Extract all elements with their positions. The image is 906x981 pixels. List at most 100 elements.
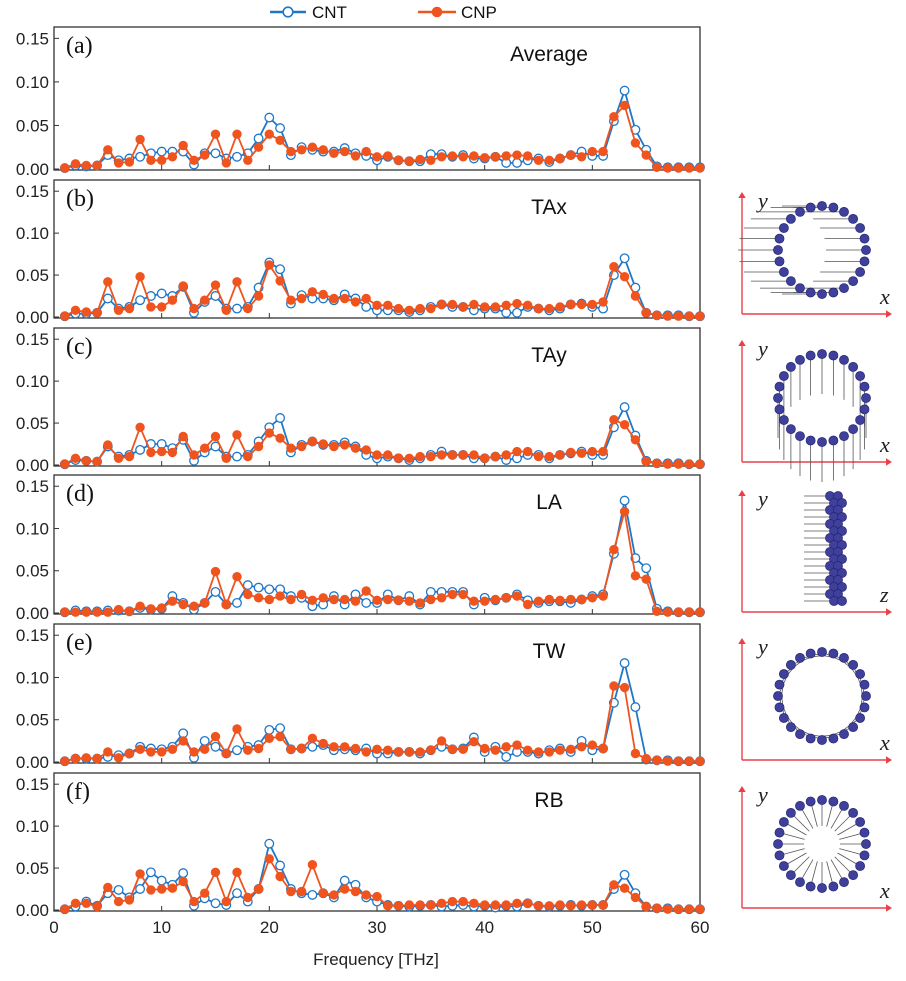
point-cnp: [350, 151, 361, 161]
atom: [859, 679, 870, 690]
point-cnp: [167, 883, 178, 893]
point-cnp: [695, 607, 705, 617]
point-cnp: [490, 451, 501, 462]
point-cnp: [469, 596, 479, 606]
point-cnp: [210, 566, 221, 577]
x-tick-label: 30: [368, 918, 387, 937]
point-cnp: [458, 450, 468, 460]
atom: [839, 652, 849, 663]
point-cnp: [598, 591, 608, 601]
axis-arrowhead: [738, 638, 746, 644]
axis-arrowhead: [738, 490, 746, 496]
panel-letter: (b): [66, 186, 94, 212]
point-cnp: [167, 295, 178, 305]
point-cnp: [555, 900, 565, 910]
point-cnt: [307, 889, 318, 900]
point-cnp: [501, 742, 511, 752]
point-cnp: [383, 901, 393, 911]
point-cnp: [426, 594, 436, 605]
point-cnt: [232, 888, 242, 899]
point-cnp: [135, 744, 145, 755]
point-cnt: [232, 597, 242, 608]
axis-arrowhead: [738, 786, 746, 792]
atom: [855, 415, 866, 425]
point-cnp: [199, 150, 210, 160]
point-cnp: [641, 456, 651, 467]
point-cnp: [135, 869, 145, 879]
point-cnp: [576, 594, 587, 605]
point-cnt: [156, 875, 167, 886]
point-cnp: [619, 506, 630, 517]
point-cnp: [350, 743, 361, 754]
y-tick-label: 0.00: [16, 160, 49, 179]
point-cnp: [124, 157, 135, 167]
point-cnt: [619, 869, 630, 880]
point-cnt: [339, 875, 350, 886]
point-cnp: [490, 152, 501, 162]
point-cnp: [178, 140, 188, 151]
point-cnp: [587, 740, 598, 750]
point-cnp: [619, 883, 630, 893]
atom: [859, 256, 870, 267]
atom: [848, 276, 859, 287]
point-cnp: [113, 453, 124, 464]
point-cnp: [81, 307, 92, 317]
point-cnp: [533, 303, 544, 314]
point-cnp: [480, 596, 490, 606]
y-tick-label: 0.10: [16, 668, 49, 687]
y-tick-label: 0.15: [16, 182, 49, 201]
point-cnp: [695, 163, 705, 173]
y-tick-label: 0.10: [16, 73, 49, 92]
point-cnp: [199, 888, 210, 898]
point-cnt: [619, 253, 630, 264]
atom: [805, 648, 816, 659]
point-cnp: [60, 311, 70, 321]
atom: [805, 350, 816, 361]
point-cnp: [199, 443, 210, 453]
y-tick-label: 0.05: [16, 859, 49, 878]
point-cnp: [189, 450, 199, 460]
panel-title: TAy: [531, 344, 567, 367]
point-cnp: [383, 745, 393, 755]
inset-y-label: y: [756, 634, 768, 659]
atom: [774, 679, 785, 690]
point-cnp: [533, 596, 544, 606]
point-cnp: [221, 599, 232, 610]
atom: [805, 435, 816, 446]
point-cnp: [587, 446, 598, 457]
point-cnp: [286, 594, 296, 605]
point-cnp: [404, 900, 415, 910]
point-cnp: [404, 156, 415, 166]
point-cnp: [630, 291, 641, 301]
point-cnp: [426, 303, 436, 314]
point-cnp: [350, 596, 361, 606]
y-tick-label: 0.15: [16, 477, 49, 496]
point-cnp: [609, 681, 619, 691]
point-cnt: [275, 123, 286, 134]
point-cnp: [286, 295, 296, 305]
point-cnp: [566, 150, 576, 160]
y-tick-label: 0.10: [16, 224, 49, 243]
point-cnp: [232, 277, 242, 287]
point-cnp: [501, 300, 511, 311]
point-cnp: [275, 276, 285, 286]
point-cnp: [512, 740, 522, 750]
y-tick-label: 0.05: [16, 116, 49, 135]
inset-x-label: x: [879, 730, 890, 755]
point-cnt: [512, 307, 522, 318]
point-cnp: [189, 747, 199, 757]
point-cnp: [232, 129, 242, 139]
legend-cnp-marker: [431, 6, 443, 18]
point-cnp: [436, 593, 447, 603]
point-cnp: [210, 867, 221, 878]
point-cnt: [619, 85, 630, 96]
point-cnp: [103, 607, 113, 617]
atom: [839, 206, 849, 217]
point-cnp: [415, 303, 425, 314]
panels: 0.000.050.100.15 (a) Average0.000.050.100.…: [16, 26, 709, 937]
point-cnp: [178, 876, 188, 887]
point-cnp: [566, 901, 576, 911]
point-cnp: [576, 152, 587, 162]
point-cnp: [307, 733, 318, 744]
atom: [773, 691, 783, 701]
